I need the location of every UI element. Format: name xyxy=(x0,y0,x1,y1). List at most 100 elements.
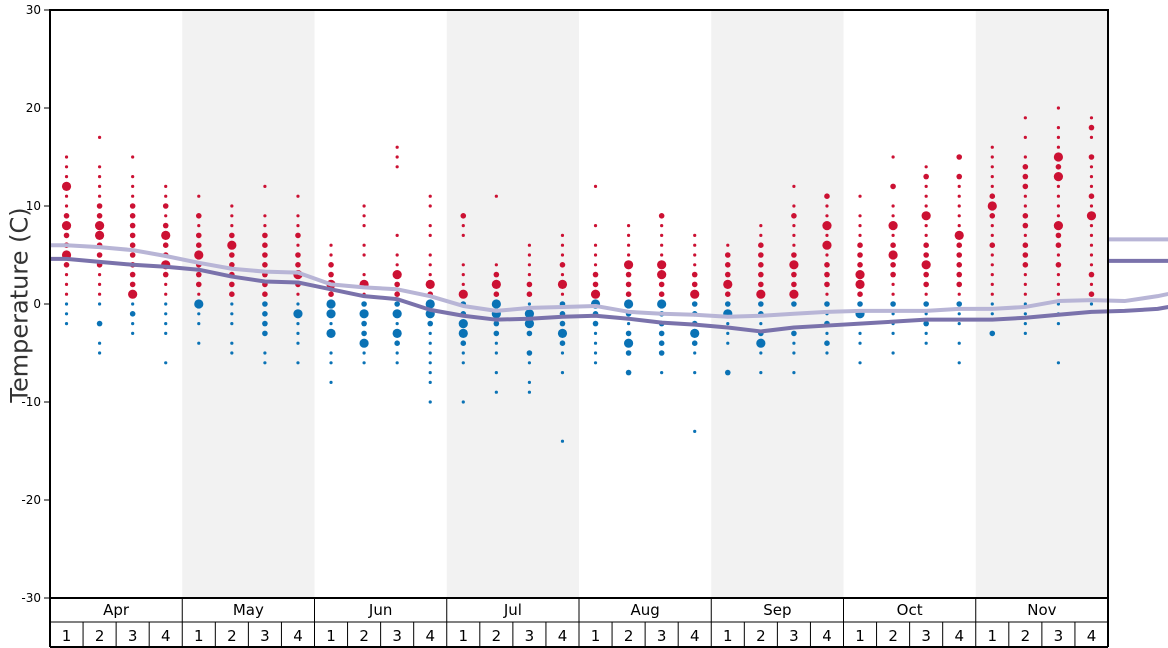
temperature-point xyxy=(956,281,963,288)
temperature-point xyxy=(96,320,103,327)
temperature-point xyxy=(1089,253,1094,257)
temperature-point xyxy=(229,232,235,239)
temperature-point xyxy=(1089,165,1094,169)
temperature-point xyxy=(792,341,796,345)
temperature-point xyxy=(64,302,69,306)
week-label: 4 xyxy=(1087,627,1097,645)
temperature-point xyxy=(428,204,432,208)
temperature-point xyxy=(461,400,465,404)
temperature-point xyxy=(923,252,929,258)
temperature-point xyxy=(1023,292,1027,296)
temperature-point xyxy=(891,282,895,286)
temperature-point xyxy=(593,351,598,355)
temperature-point xyxy=(263,351,267,355)
trend-lines xyxy=(50,237,1168,334)
temperature-point xyxy=(359,309,369,319)
temperature-point xyxy=(61,181,72,191)
temperature-point xyxy=(693,429,697,433)
y-tick-label: 10 xyxy=(26,199,41,213)
temperature-point xyxy=(726,341,730,345)
temperature-point xyxy=(891,233,895,237)
temperature-point xyxy=(64,273,69,277)
temperature-point xyxy=(527,302,532,306)
temperature-point xyxy=(660,224,664,228)
temperature-point xyxy=(791,252,797,258)
temperature-point xyxy=(1055,262,1062,268)
temperature-point xyxy=(559,320,566,327)
temperature-point xyxy=(724,271,731,278)
temperature-point xyxy=(195,213,202,219)
temperature-point xyxy=(792,371,796,375)
temperature-point xyxy=(891,351,895,355)
temperature-point xyxy=(625,281,632,288)
temperature-point xyxy=(97,341,102,345)
temperature-point xyxy=(129,271,136,278)
temperature-point xyxy=(625,330,632,337)
x-axis: Apr 1 2 3 4 May 1 2 3 4 Jun 1 2 3 4 Jul 1 2 3 4 Aug 1 2 3 4 Sep 1 2… xyxy=(49,598,1109,648)
temperature-point xyxy=(759,371,763,375)
temperature-point xyxy=(1056,106,1061,110)
temperature-point xyxy=(262,301,268,307)
week-label: 1 xyxy=(855,627,865,645)
temperature-point xyxy=(924,184,928,188)
week-label: 3 xyxy=(921,627,931,645)
temperature-point xyxy=(263,214,267,218)
temperature-point xyxy=(792,184,796,188)
temperature-point xyxy=(559,262,566,268)
temperature-point xyxy=(592,271,599,278)
temperature-point xyxy=(494,194,498,198)
temperature-point xyxy=(626,224,631,228)
temperature-point xyxy=(329,243,333,247)
temperature-point xyxy=(1089,184,1094,188)
y-axis-title: Temperature (C) xyxy=(5,207,33,403)
temperature-point xyxy=(858,233,862,237)
temperature-point xyxy=(956,252,963,258)
week-label: 4 xyxy=(822,627,832,645)
temperature-point xyxy=(362,361,366,365)
temperature-point xyxy=(592,281,599,288)
temperature-point xyxy=(458,328,468,338)
temperature-point xyxy=(990,273,994,277)
temperature-point xyxy=(1023,135,1027,139)
month-label: Jul xyxy=(503,601,522,619)
temperature-point xyxy=(1056,273,1061,277)
temperature-point xyxy=(957,292,961,296)
temperature-point xyxy=(428,331,432,335)
temperature-point xyxy=(956,173,963,180)
temperature-point xyxy=(758,262,764,268)
temperature-point xyxy=(428,361,432,365)
temperature-point xyxy=(1055,242,1062,248)
temperature-point xyxy=(658,350,665,356)
temperature-point xyxy=(97,302,102,306)
temperature-point xyxy=(296,302,300,306)
week-label: 3 xyxy=(525,627,535,645)
temperature-point xyxy=(691,271,698,278)
temperature-point xyxy=(197,194,201,198)
temperature-point xyxy=(129,311,136,317)
temperature-point xyxy=(1023,312,1027,316)
temperature-point xyxy=(493,271,500,278)
temperature-point xyxy=(559,340,566,347)
week-label: 2 xyxy=(756,627,766,645)
temperature-point xyxy=(129,281,136,288)
temperature-point xyxy=(428,253,432,257)
month-label: Oct xyxy=(897,601,923,619)
temperature-point xyxy=(394,301,400,307)
temperature-point xyxy=(1022,222,1029,229)
temperature-point xyxy=(759,224,763,228)
temperature-point xyxy=(194,299,204,309)
temperature-point xyxy=(527,380,532,384)
temperature-point xyxy=(858,331,862,335)
temperature-point xyxy=(890,183,896,190)
temperature-point xyxy=(64,175,69,179)
temperature-point xyxy=(990,302,994,306)
temperature-point xyxy=(593,263,598,267)
temperature-point xyxy=(329,361,333,365)
temperature-point xyxy=(658,330,665,337)
temperature-point xyxy=(791,213,797,219)
week-label: 3 xyxy=(657,627,667,645)
temperature-point xyxy=(626,233,631,237)
temperature-point xyxy=(791,281,797,288)
temperature-point xyxy=(1055,232,1062,239)
temperature-point xyxy=(162,222,169,229)
